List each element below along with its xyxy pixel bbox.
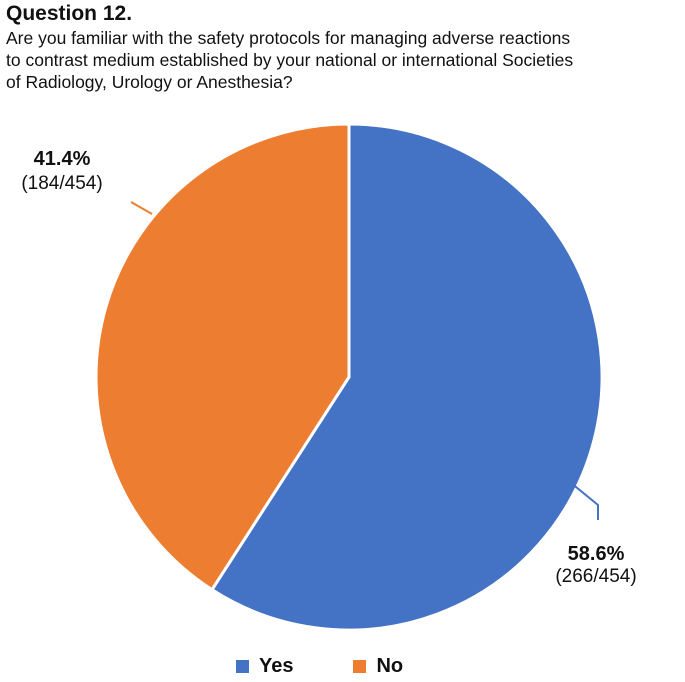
data-label-count-yes: (266/454): [555, 566, 636, 587]
pie-chart: 58.6%(266/454) 41.4% (184/454): [21, 122, 637, 632]
legend-label-no: No: [376, 655, 404, 677]
legend-swatch-no: [353, 659, 367, 673]
chart-header: Question 12. Are you familiar with the s…: [6, 2, 682, 93]
leader-line-yes: [564, 477, 599, 520]
legend-label-yes: Yes: [259, 655, 294, 677]
data-label-percent-yes: 58.6%: [568, 543, 625, 565]
question-line: to contrast medium established by your n…: [6, 50, 574, 70]
question-line: of Radiology, Urology or Anesthesia?: [6, 72, 293, 92]
question-text: Are you familiar with the safety protoco…: [6, 27, 682, 93]
data-label-count-no: (184/454): [21, 173, 102, 194]
pie-slice-yes: [210, 122, 604, 632]
data-label-percent-no: 41.4%: [34, 148, 91, 170]
leader-line-no: [130, 201, 153, 215]
chart-legend: Yes No: [236, 654, 463, 678]
legend-item-no: No: [353, 654, 403, 678]
pie-slice-no: [94, 122, 351, 592]
legend-swatch-yes: [236, 659, 249, 673]
chart-title: Question 12.: [6, 2, 133, 25]
question-line: Are you familiar with the safety protoco…: [6, 28, 571, 48]
legend-item-yes: Yes: [236, 654, 293, 678]
